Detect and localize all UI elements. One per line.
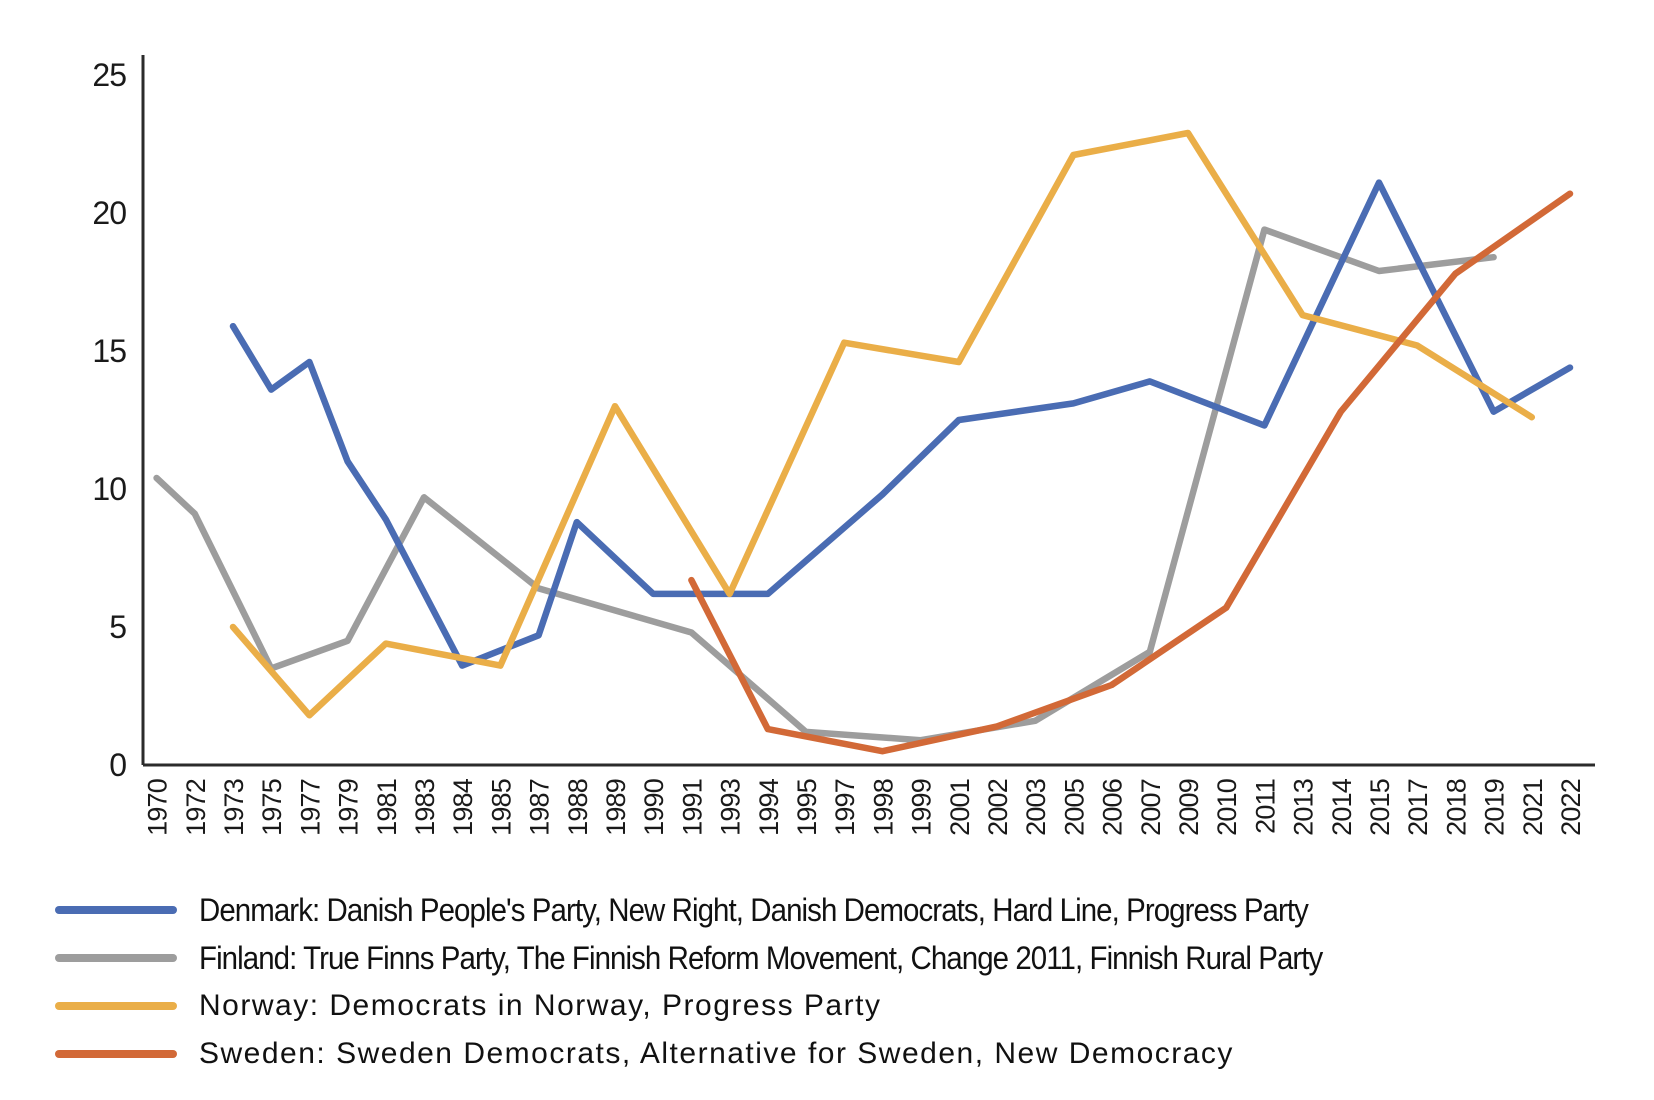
y-axis-tick-label: 20	[92, 195, 126, 231]
x-axis-tick-label: 2001	[945, 779, 975, 836]
legend-label-finland: Finland: True Finns Party, The Finnish R…	[199, 939, 1323, 976]
x-axis-tick-label: 1997	[830, 779, 860, 836]
x-axis-tick-label: 1979	[334, 779, 364, 836]
legend-item-norway: Norway: Democrats in Norway, Progress Pa…	[55, 982, 1615, 1030]
x-axis-tick-label: 2015	[1365, 779, 1395, 836]
x-axis-tick-label: 1981	[372, 779, 402, 836]
series-line-denmark	[229, 179, 1574, 669]
x-axis-tick-label: 1994	[754, 778, 784, 836]
x-axis-tick-label: 1989	[601, 779, 631, 836]
legend-item-denmark: Denmark: Danish People's Party, New Righ…	[55, 886, 1615, 934]
series-line-finland	[153, 226, 1497, 744]
x-axis-tick-label: 2022	[1556, 779, 1586, 836]
x-axis-tick-label: 1988	[563, 779, 593, 836]
x-axis-tick-label: 2019	[1480, 779, 1510, 836]
legend-label-sweden: Sweden: Sweden Democrats, Alternative fo…	[199, 1037, 1234, 1070]
x-axis-tick-label: 1998	[868, 779, 898, 836]
x-axis-tick-label: 1983	[410, 779, 440, 836]
x-axis-tick-label: 1972	[181, 779, 211, 836]
x-axis-tick-label: 2009	[1174, 779, 1204, 836]
y-axis-tick-label: 15	[92, 333, 126, 369]
x-axis-tick-label: 2007	[1136, 779, 1166, 836]
y-axis-tick-label: 5	[109, 609, 126, 645]
x-axis-tick-label: 1991	[677, 779, 707, 836]
y-axis-tick-label: 10	[92, 471, 126, 507]
legend-item-finland: Finland: True Finns Party, The Finnish R…	[55, 934, 1615, 982]
x-axis-tick-label: 1975	[257, 779, 287, 836]
x-axis-tick-label: 1985	[486, 779, 516, 836]
legend-swatch-denmark	[55, 906, 177, 914]
x-axis-tick-label: 2005	[1059, 779, 1089, 836]
legend-label-denmark: Denmark: Danish People's Party, New Righ…	[199, 891, 1309, 928]
chart-legend: Denmark: Danish People's Party, New Righ…	[55, 886, 1615, 1078]
legend-item-sweden: Sweden: Sweden Democrats, Alternative fo…	[55, 1030, 1615, 1078]
x-axis-tick-label: 2014	[1327, 778, 1357, 836]
x-axis-tick-label: 1990	[639, 779, 669, 836]
x-axis-tick-label: 1970	[143, 779, 173, 836]
y-axis-tick-label: 0	[109, 747, 126, 783]
legend-label-norway: Norway: Democrats in Norway, Progress Pa…	[199, 989, 882, 1022]
y-axis-tick-label: 25	[92, 57, 126, 93]
x-axis-tick-label: 1977	[295, 779, 325, 836]
x-axis-tick-label: 2006	[1098, 779, 1128, 836]
x-axis-tick-label: 1984	[448, 778, 478, 836]
legend-swatch-finland	[55, 954, 177, 962]
legend-swatch-sweden	[55, 1050, 177, 1058]
series-line-norway	[229, 129, 1536, 719]
x-axis-tick-label: 2003	[1021, 779, 1051, 836]
x-axis-tick-label: 1999	[907, 779, 937, 836]
x-axis-tick-label: 2011	[1250, 779, 1280, 834]
x-axis-tick-label: 2018	[1441, 779, 1471, 836]
x-axis-tick-label: 2017	[1403, 779, 1433, 836]
x-axis-tick-label: 2013	[1289, 779, 1319, 836]
line-chart: 0 5 10 15 20 25 1970 1972 1973 1975 1977 1979 1981 19…	[92, 55, 1595, 836]
x-axis-tick-label: 1993	[716, 779, 746, 836]
series-line-sweden	[688, 190, 1574, 755]
x-axis-tick-label: 2010	[1212, 779, 1242, 836]
legend-swatch-norway	[55, 1002, 177, 1010]
x-axis-tick-label: 2021	[1518, 779, 1548, 836]
x-axis-tick-label: 1995	[792, 779, 822, 836]
x-axis-tick-label: 1987	[525, 779, 555, 836]
x-axis-tick-label: 1973	[219, 779, 249, 836]
x-axis-tick-label: 2002	[983, 779, 1013, 836]
